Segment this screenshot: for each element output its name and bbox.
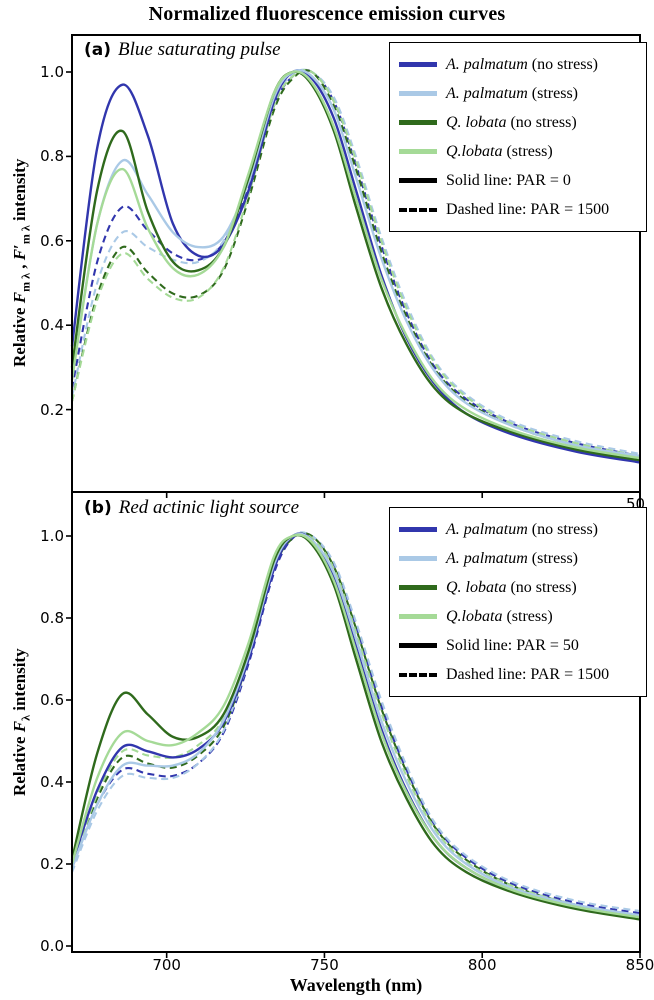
panel-b-title: (b) Red actinic light source: [84, 497, 299, 519]
legend-solid-line-swatch: [399, 149, 437, 154]
ylabel-a-f1: F: [10, 291, 29, 304]
legend-label: Solid line: PAR = 50: [446, 636, 579, 654]
legend-row: Q. lobata (no stress): [399, 573, 637, 602]
legend-solid-line-swatch: [399, 120, 437, 125]
legend-solid-line-swatch: [399, 62, 437, 67]
y-tick-label: 1.0: [40, 527, 64, 545]
legend-label: Dashed line: PAR = 1500: [446, 200, 610, 218]
y-tick-label: 0.2: [40, 855, 64, 873]
figure-title: Normalized fluorescence emission curves: [148, 3, 506, 25]
legend-label: A. palmatum (stress): [446, 549, 578, 567]
panel-a-y-axis-label: Relative Fm λ , F′m λ intensity: [10, 159, 33, 367]
legend-solid-line-swatch: [399, 527, 437, 532]
y-tick-label: 0.8: [40, 609, 64, 627]
legend-solid-line-swatch: [399, 556, 437, 561]
legend-solid-line-swatch: [399, 643, 437, 648]
x-tick-label: 850: [625, 956, 654, 974]
panel-a-subtitle: Blue saturating pulse: [118, 39, 281, 60]
panel-frame: [71, 491, 641, 953]
x-tick-label: 800: [467, 956, 497, 974]
legend-row: Solid line: PAR = 0: [399, 166, 637, 195]
y-tick-label: 0.6: [40, 691, 64, 709]
ylabel-a-prefix: Relative: [10, 303, 29, 367]
panel-a-label: (a): [84, 40, 112, 60]
legend-label: A. palmatum (no stress): [446, 520, 598, 538]
legend-row: Dashed line: PAR = 1500: [399, 660, 637, 689]
series-curve: [70, 69, 641, 458]
series-curve: [70, 68, 641, 458]
y-tick-label: 0.4: [40, 316, 64, 335]
y-tick-label: 0.6: [40, 231, 64, 250]
y-tick-label: 0.0: [40, 937, 64, 955]
y-tick-label: 0.8: [40, 147, 64, 166]
legend-dashed-line-swatch: [399, 207, 437, 212]
legend-row: Dashed line: PAR = 1500: [399, 195, 637, 224]
y-tick-label: 1.0: [40, 63, 64, 81]
legend-solid-line-swatch: [399, 614, 437, 619]
x-axis-label: Wavelength (nm): [289, 975, 423, 995]
legend-label: Solid line: PAR = 0: [446, 171, 571, 189]
legend-label: Q.lobata (stress): [446, 607, 553, 625]
legend-solid-line-swatch: [399, 585, 437, 590]
legend-row: A. palmatum (stress): [399, 544, 637, 573]
x-tick-label: 750: [310, 956, 339, 974]
legend-label: A. palmatum (no stress): [446, 55, 598, 73]
series-curve: [70, 533, 641, 919]
ylabel-a-sep: ,: [10, 260, 29, 274]
legend-label: Dashed line: PAR = 1500: [446, 665, 610, 683]
y-tick-label: 0.4: [40, 773, 64, 791]
ylabel-a-f2: F: [10, 248, 29, 261]
legend-label: Q. lobata (no stress): [446, 578, 577, 596]
ylabel-a-suffix: intensity: [10, 158, 29, 226]
panel-a-legend: A. palmatum (no stress) A. palmatum (stre…: [389, 42, 647, 232]
series-curve: [71, 532, 641, 917]
legend-dashed-line-swatch: [399, 672, 437, 677]
panel-b-legend: A. palmatum (no stress) A. palmatum (stre…: [389, 507, 647, 697]
legend-row: Q. lobata (no stress): [399, 108, 637, 137]
panel-a-title: (a) Blue saturating pulse: [84, 39, 281, 61]
ylabel-b-f1: F: [10, 720, 29, 733]
legend-solid-line-swatch: [399, 91, 437, 96]
legend-row: Q.lobata (stress): [399, 602, 637, 631]
legend-row: Solid line: PAR = 50: [399, 631, 637, 660]
legend-row: A. palmatum (stress): [399, 79, 637, 108]
legend-row: Q.lobata (stress): [399, 137, 637, 166]
legend-label: Q.lobata (stress): [446, 142, 553, 160]
y-tick-label: 0.2: [40, 400, 64, 419]
ylabel-a-sub1: m λ: [18, 273, 33, 292]
legend-label: A. palmatum (stress): [446, 84, 578, 102]
legend-row: A. palmatum (no stress): [399, 515, 637, 544]
legend-label: Q. lobata (no stress): [446, 113, 577, 131]
ylabel-b-sub1: λ: [18, 715, 33, 721]
legend-solid-line-swatch: [399, 178, 437, 183]
x-tick-label: 700: [152, 956, 181, 974]
panel-b-subtitle: Red actinic light source: [118, 497, 299, 518]
panel-b-label: (b): [84, 498, 112, 518]
legend-row: A. palmatum (no stress): [399, 50, 637, 79]
series-curve: [70, 70, 641, 460]
